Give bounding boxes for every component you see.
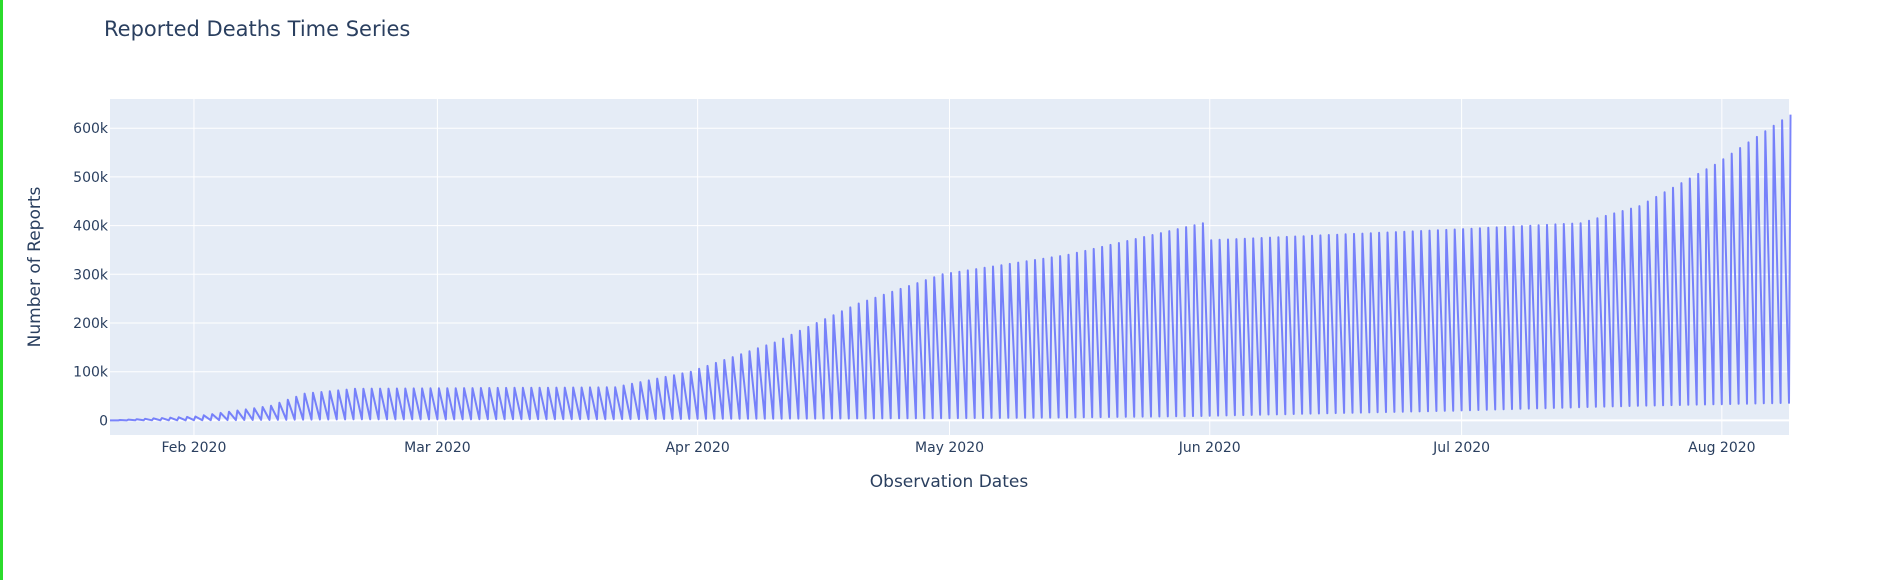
x-axis-ticks: Feb 2020 Mar 2020 Apr 2020 May 2020 Jun 2020… — [162, 440, 1756, 456]
y-axis-title: Number of Reports — [25, 187, 45, 348]
x-tick-label: Feb 2020 — [162, 440, 227, 456]
series-layer — [110, 114, 1792, 422]
x-tick-label: Jul 2020 — [1432, 440, 1490, 456]
y-tick-label: 500k — [73, 170, 109, 186]
x-tick-label: May 2020 — [915, 440, 984, 456]
x-axis-title: Observation Dates — [870, 472, 1029, 492]
series-line — [110, 114, 1792, 422]
y-tick-label: 300k — [73, 267, 109, 283]
y-axis-ticks: 0 100k 200k 300k 400k 500k 600k — [73, 121, 109, 429]
x-tick-label: Mar 2020 — [404, 440, 471, 456]
chart-title: Reported Deaths Time Series — [104, 17, 410, 41]
x-tick-label: Apr 2020 — [665, 440, 729, 456]
x-tick-label: Aug 2020 — [1688, 440, 1755, 456]
left-edge-bar — [0, 0, 3, 580]
y-tick-label: 400k — [73, 219, 109, 235]
y-tick-label: 100k — [73, 365, 109, 381]
y-tick-label: 600k — [73, 121, 109, 137]
x-tick-label: Jun 2020 — [1178, 440, 1241, 456]
y-tick-label: 0 — [99, 413, 108, 429]
y-tick-label: 200k — [73, 316, 109, 332]
